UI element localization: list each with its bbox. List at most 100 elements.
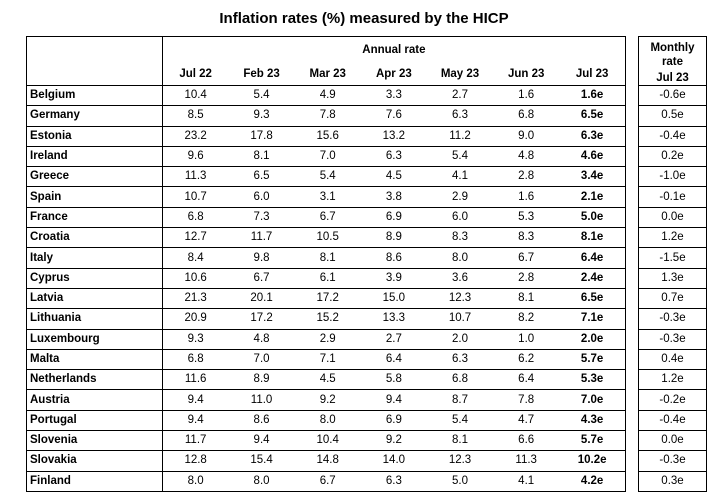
annual-rate-cell: 9.2: [360, 430, 427, 452]
annual-rate-cell: 14.0: [360, 450, 427, 472]
country-name: Austria: [26, 389, 163, 411]
monthly-rate-cell: -1.5e: [638, 247, 707, 269]
table-row: 0.0e: [638, 430, 707, 452]
annual-rate-cell: 20.1: [228, 288, 295, 310]
country-name: Lithuania: [26, 308, 163, 330]
annual-rate-cell: 6.7: [228, 268, 295, 289]
table-row: 0.5e: [638, 105, 707, 127]
annual-rate-header: Annual rate: [162, 36, 627, 64]
table-row: 1.3e: [638, 268, 707, 289]
annual-rate-cell: 8.3: [426, 227, 494, 249]
annual-rate-cell: 12.3: [426, 288, 494, 310]
table-title: Inflation rates (%) measured by the HICP: [219, 10, 509, 27]
column-header: May 23: [426, 64, 494, 86]
annual-rate-cell: 5.3e: [559, 369, 627, 391]
annual-rate-cell: 1.6e: [559, 85, 627, 107]
annual-rate-cell: 5.0: [426, 471, 494, 492]
monthly-rate-cell: -0.6e: [638, 85, 707, 107]
table-row: -1.5e: [638, 247, 707, 269]
annual-rate-cell: 2.9: [426, 186, 494, 208]
monthly-rate-cell: -0.1e: [638, 186, 707, 208]
table-row: -0.3e: [638, 308, 707, 330]
annual-rate-cell: 8.0: [228, 471, 295, 492]
annual-rate-cell: 2.0e: [559, 329, 627, 350]
annual-rate-cell: 10.4: [162, 85, 229, 107]
country-name: France: [26, 207, 163, 229]
monthly-header-line1: Monthly: [650, 42, 695, 54]
annual-rate-cell: 5.0e: [559, 207, 627, 229]
country-name: Latvia: [26, 288, 163, 310]
annual-rate-table: Annual rate Jul 22 Feb 23 Mar 23 Apr 23 …: [26, 36, 627, 492]
column-header: Mar 23: [294, 64, 361, 86]
monthly-rate-cell: 0.2e: [638, 146, 707, 168]
annual-rate-cell: 13.3: [360, 308, 427, 330]
annual-rate-cell: 5.7e: [559, 430, 627, 452]
annual-rate-cell: 2.4e: [559, 268, 627, 289]
annual-rate-cell: 5.4: [228, 85, 295, 107]
monthly-rate-cell: 0.3e: [638, 471, 707, 492]
monthly-rate-cell: -1.0e: [638, 166, 707, 188]
annual-rate-cell: 11.6: [162, 369, 229, 391]
annual-rate-cell: 11.2: [426, 126, 494, 147]
annual-rate-cell: 21.3: [162, 288, 229, 310]
table-row: Netherlands 11.6 8.9 4.5 5.8 6.8 6.4 5.3e: [26, 369, 627, 391]
annual-rate-cell: 6.5e: [559, 288, 627, 310]
monthly-rate-cell: 0.0e: [638, 207, 707, 229]
annual-rate-cell: 9.0: [493, 126, 560, 147]
annual-rate-cell: 2.7: [426, 85, 494, 107]
annual-rate-cell: 6.8: [162, 207, 229, 229]
annual-rate-cell: 7.0: [294, 146, 361, 168]
table-row: Spain 10.7 6.0 3.1 3.8 2.9 1.6 2.1e: [26, 186, 627, 208]
annual-rate-cell: 15.0: [360, 288, 427, 310]
annual-rate-cell: 11.3: [162, 166, 229, 188]
annual-rate-cell: 6.9: [360, 207, 427, 229]
table-row: Lithuania 20.9 17.2 15.2 13.3 10.7 8.2 7.1e: [26, 308, 627, 330]
annual-rate-cell: 5.4: [426, 146, 494, 168]
monthly-rate-table: Monthly rate Jul 23 -0.6e 0.5e -0.4e 0.2e -1…: [638, 36, 707, 492]
annual-rate-cell: 5.3: [493, 207, 560, 229]
annual-rate-cell: 23.2: [162, 126, 229, 147]
annual-rate-cell: 10.6: [162, 268, 229, 289]
monthly-rate-cell: -0.4e: [638, 126, 707, 147]
annual-rate-cell: 9.3: [162, 329, 229, 350]
annual-rate-cell: 8.9: [360, 227, 427, 249]
table-row: -0.3e: [638, 329, 707, 350]
annual-rate-cell: 4.6e: [559, 146, 627, 168]
table-row: Ireland 9.6 8.1 7.0 6.3 5.4 4.8 4.6e: [26, 146, 627, 168]
annual-rate-cell: 3.3: [360, 85, 427, 107]
annual-rate-cell: 10.4: [294, 430, 361, 452]
annual-rate-cell: 8.1: [294, 247, 361, 269]
table-row: -0.6e: [638, 85, 707, 107]
annual-rate-cell: 4.5: [360, 166, 427, 188]
annual-rate-cell: 8.1: [426, 430, 494, 452]
country-name: Slovakia: [26, 450, 163, 472]
annual-rate-cell: 2.8: [493, 268, 560, 289]
country-name: Luxembourg: [26, 329, 163, 350]
annual-rate-cell: 8.4: [162, 247, 229, 269]
annual-rate-cell: 1.0: [493, 329, 560, 350]
annual-rate-cell: 7.8: [294, 105, 361, 127]
monthly-rate-cell: 1.3e: [638, 268, 707, 289]
table-row: Germany 8.5 9.3 7.8 7.6 6.3 6.8 6.5e: [26, 105, 627, 127]
annual-rate-cell: 4.9: [294, 85, 361, 107]
annual-rate-cell: 9.6: [162, 146, 229, 168]
annual-rate-cell: 8.6: [360, 247, 427, 269]
annual-rate-cell: 2.7: [360, 329, 427, 350]
annual-rate-cell: 12.3: [426, 450, 494, 472]
table-row: -0.4e: [638, 410, 707, 432]
country-name: Ireland: [26, 146, 163, 168]
annual-rate-cell: 15.6: [294, 126, 361, 147]
annual-rate-cell: 15.2: [294, 308, 361, 330]
table-row: Latvia 21.3 20.1 17.2 15.0 12.3 8.1 6.5e: [26, 288, 627, 310]
monthly-rate-cell: -0.3e: [638, 308, 707, 330]
annual-rate-cell: 8.0: [426, 247, 494, 269]
annual-rate-cell: 1.6: [493, 186, 560, 208]
annual-rate-cell: 8.1: [493, 288, 560, 310]
annual-rate-cell: 8.7: [426, 389, 494, 411]
monthly-rate-cell: 0.0e: [638, 430, 707, 452]
annual-rate-cell: 9.4: [162, 389, 229, 411]
table-row: Portugal 9.4 8.6 8.0 6.9 5.4 4.7 4.3e: [26, 410, 627, 432]
annual-rate-cell: 6.5e: [559, 105, 627, 127]
table-row: -0.3e: [638, 450, 707, 472]
corner-cell: [26, 36, 163, 64]
